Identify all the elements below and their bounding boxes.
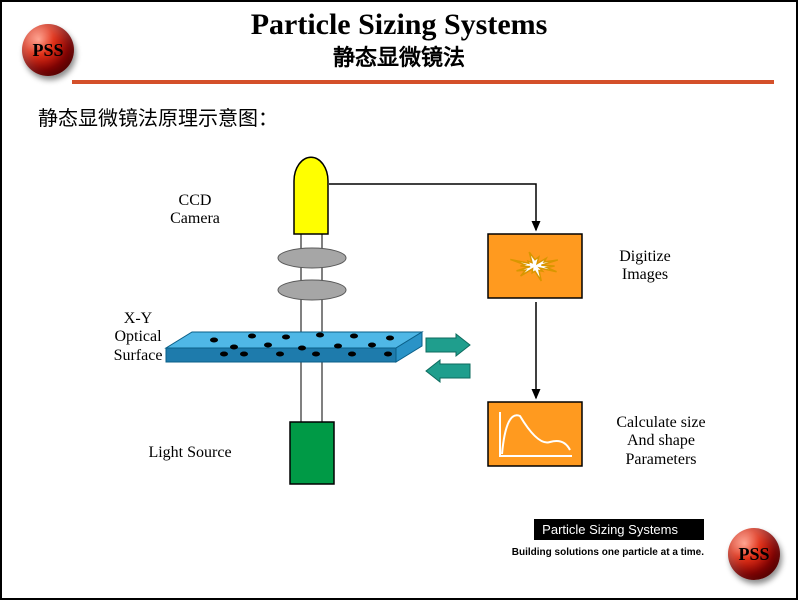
diagram-canvas — [2, 2, 798, 602]
